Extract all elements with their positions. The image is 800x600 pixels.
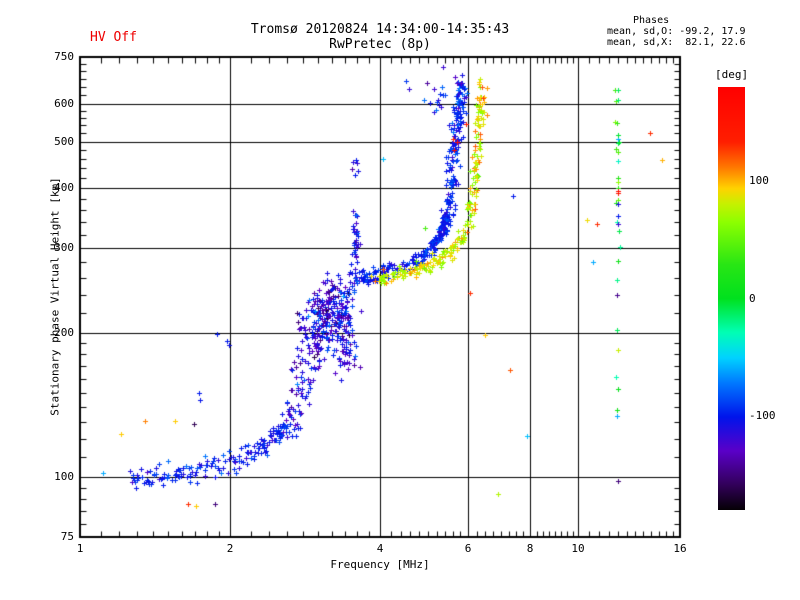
x-axis-label: Frequency [MHz] <box>330 558 430 571</box>
x-tick-label: 2 <box>226 542 234 555</box>
y-tick-label: 600 <box>54 97 74 110</box>
x-tick-label: 6 <box>464 542 472 555</box>
phases-title: Phases <box>633 15 670 26</box>
colorbar-tick-label: 0 <box>749 292 756 305</box>
phases-o-stats: mean, sd,O: -99.2, 17.9 <box>607 26 746 37</box>
y-axis-label: Stationary phase Virtual Height [km] <box>48 177 62 416</box>
x-tick-label: 4 <box>376 542 384 555</box>
chart-title: Tromsø 20120824 14:34:00-14:35:43 <box>250 22 510 37</box>
y-tick-label: 300 <box>54 241 74 254</box>
y-tick-label: 500 <box>54 135 74 148</box>
y-tick-label: 200 <box>54 326 74 339</box>
phases-x-stats: mean, sd,X: 82.1, 22.6 <box>607 37 746 48</box>
y-tick-label: 750 <box>54 50 74 63</box>
x-tick-label: 8 <box>526 542 534 555</box>
hv-status-label: HV Off <box>90 30 137 45</box>
colorbar-unit-label: [deg] <box>715 68 749 81</box>
y-tick-label: 100 <box>54 470 74 483</box>
colorbar-gradient <box>718 87 745 510</box>
x-tick-label: 10 <box>571 542 585 555</box>
y-tick-label: 75 <box>60 530 74 543</box>
y-tick-label: 400 <box>54 181 74 194</box>
colorbar-tick-label: -100 <box>749 409 776 422</box>
x-tick-label: 1 <box>76 542 84 555</box>
colorbar-tick-label: 100 <box>749 174 769 187</box>
chart-subtitle: RwPretec (8p) <box>329 37 431 52</box>
x-tick-label: 16 <box>673 542 687 555</box>
